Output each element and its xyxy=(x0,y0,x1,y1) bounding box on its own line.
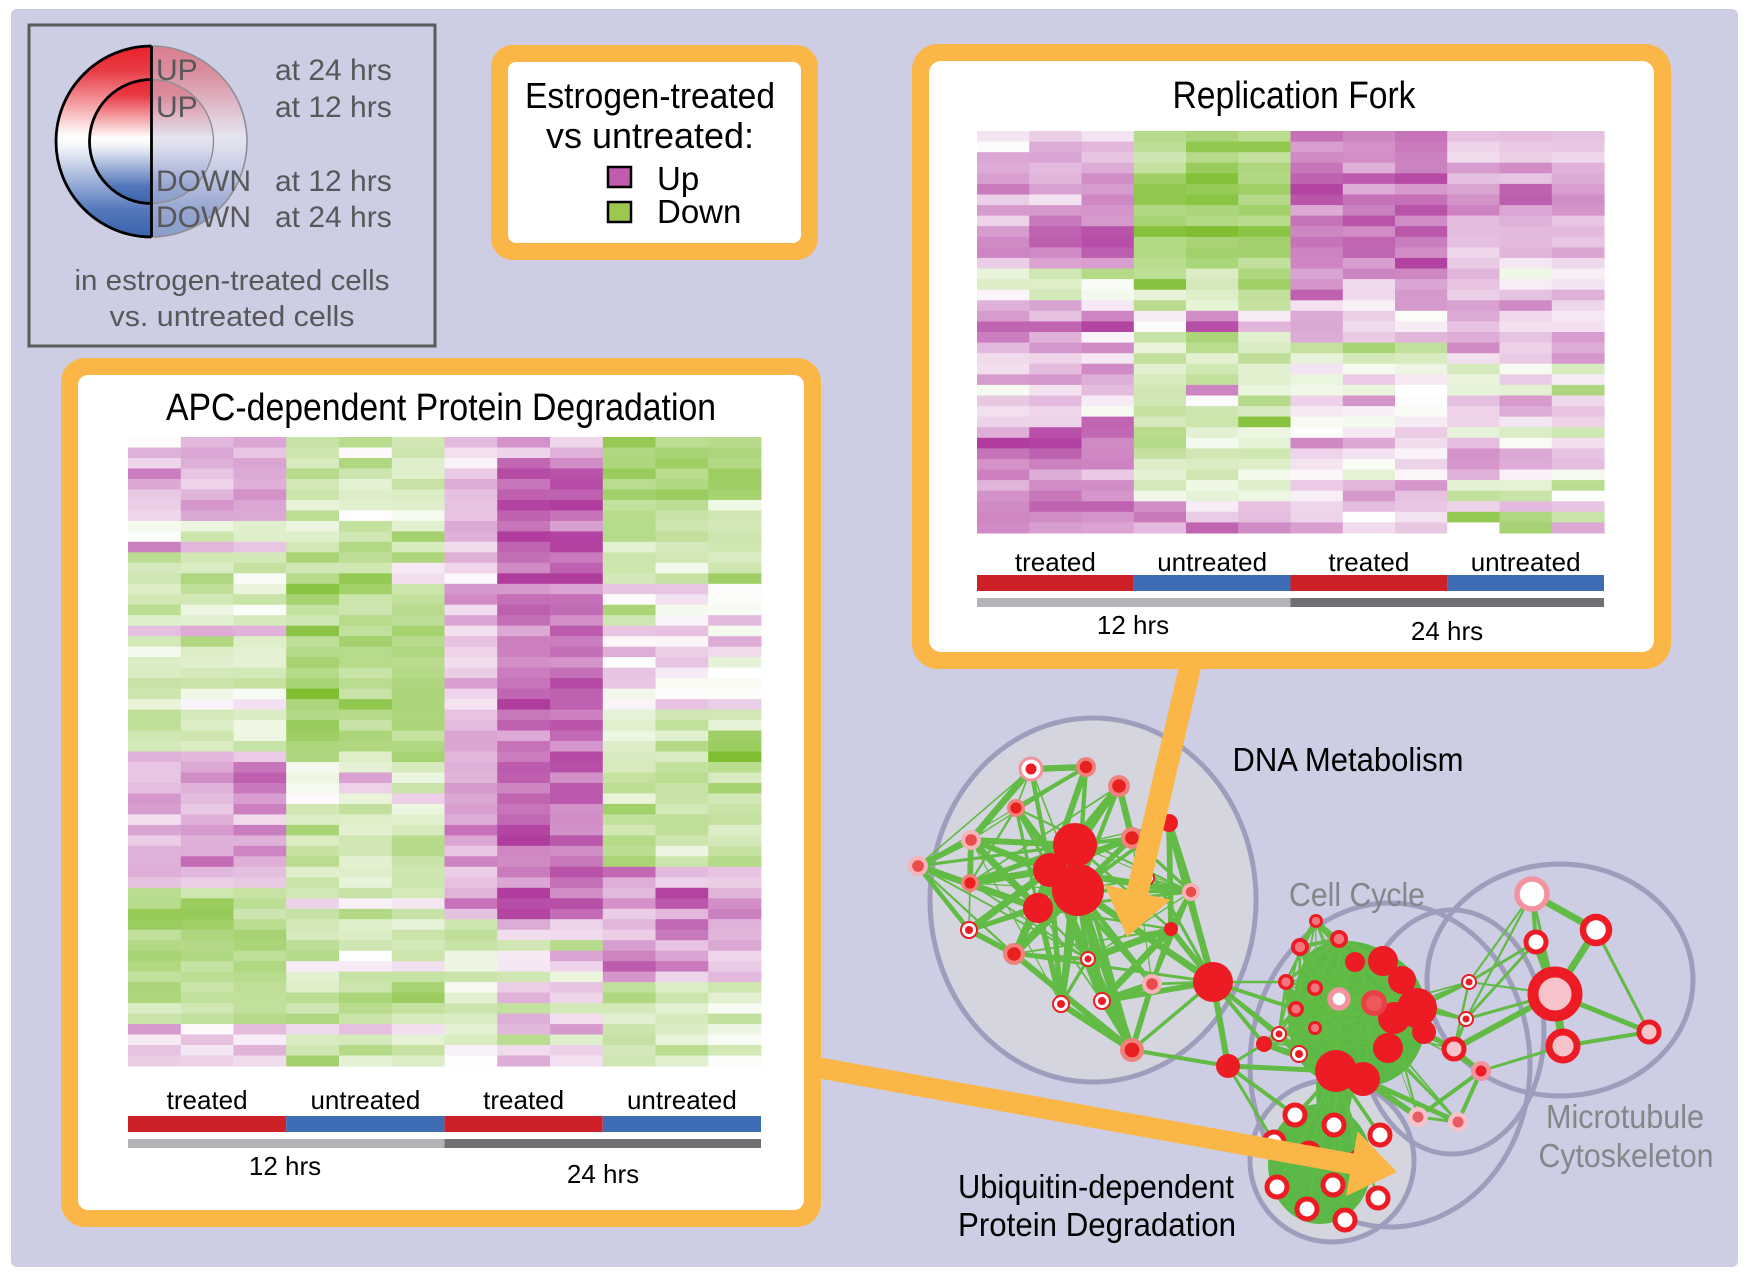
svg-text:untreated: untreated xyxy=(1471,547,1581,577)
svg-text:untreated: untreated xyxy=(310,1085,420,1115)
svg-text:DOWN: DOWN xyxy=(156,165,251,198)
svg-text:at 12 hrs: at 12 hrs xyxy=(275,165,392,198)
svg-text:Cytoskeleton: Cytoskeleton xyxy=(1539,1137,1714,1174)
svg-text:untreated: untreated xyxy=(1157,547,1267,577)
svg-text:at 24 hrs: at 24 hrs xyxy=(275,201,392,234)
svg-text:treated: treated xyxy=(483,1085,564,1115)
svg-text:DOWN: DOWN xyxy=(156,201,251,234)
svg-text:vs untreated:: vs untreated: xyxy=(546,115,754,156)
svg-text:Up: Up xyxy=(657,160,699,197)
svg-text:treated: treated xyxy=(167,1085,248,1115)
svg-text:12 hrs: 12 hrs xyxy=(1097,610,1169,640)
svg-text:Down: Down xyxy=(657,193,741,230)
svg-text:Microtubule: Microtubule xyxy=(1546,1098,1704,1135)
svg-text:DNA Metabolism: DNA Metabolism xyxy=(1233,741,1464,778)
svg-text:Replication Fork: Replication Fork xyxy=(1173,75,1417,117)
svg-text:Cell Cycle: Cell Cycle xyxy=(1289,876,1425,913)
svg-text:24 hrs: 24 hrs xyxy=(567,1159,639,1189)
svg-text:UP: UP xyxy=(156,54,198,87)
svg-text:untreated: untreated xyxy=(627,1085,737,1115)
svg-text:Ubiquitin-dependent: Ubiquitin-dependent xyxy=(958,1168,1234,1205)
svg-text:Estrogen-treated: Estrogen-treated xyxy=(525,75,775,116)
svg-text:12 hrs: 12 hrs xyxy=(249,1151,321,1181)
svg-text:treated: treated xyxy=(1328,547,1409,577)
svg-text:in estrogen-treated cells: in estrogen-treated cells xyxy=(75,265,390,297)
svg-text:APC-dependent Protein Degradat: APC-dependent Protein Degradation xyxy=(166,387,716,429)
svg-text:UP: UP xyxy=(156,91,198,124)
svg-text:at 12 hrs: at 12 hrs xyxy=(275,91,392,124)
svg-text:Protein Degradation: Protein Degradation xyxy=(958,1206,1236,1243)
svg-text:vs. untreated cells: vs. untreated cells xyxy=(110,301,355,333)
svg-text:24 hrs: 24 hrs xyxy=(1411,616,1483,646)
svg-text:at 24 hrs: at 24 hrs xyxy=(275,54,392,87)
svg-text:treated: treated xyxy=(1015,547,1096,577)
